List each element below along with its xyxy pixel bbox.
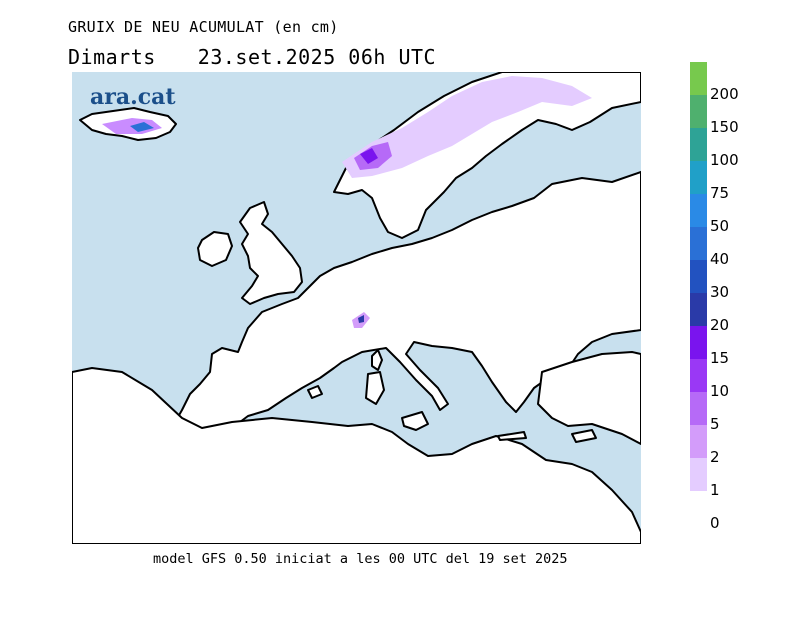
snow-norway (342, 76, 592, 178)
snow-alps-core (358, 315, 364, 323)
brand-logo: ara.cat (90, 84, 176, 110)
sicily (401, 411, 429, 431)
legend-swatch (690, 458, 707, 491)
color-legend (690, 62, 707, 491)
forecast-time: Dimarts 23.set.2025 06h UTC (68, 45, 436, 69)
chart-title: GRUIX DE NEU ACUMULAT (en cm) (68, 18, 339, 36)
great-britain (239, 201, 303, 305)
day-label: Dimarts (68, 45, 156, 69)
legend-swatch (690, 326, 707, 359)
legend-swatch (690, 227, 707, 260)
snow-depth-map (72, 72, 641, 544)
legend-label: 1 (710, 481, 720, 499)
legend-label: 50 (710, 217, 730, 235)
legend-label: 15 (710, 349, 730, 367)
corsica (371, 349, 383, 371)
snow-cover (102, 76, 592, 328)
legend-label: 5 (710, 415, 720, 433)
legend-swatch (690, 161, 707, 194)
legend-label: 150 (710, 118, 739, 136)
sardinia (365, 371, 385, 405)
balearic-islands (307, 385, 323, 399)
legend-swatch (690, 260, 707, 293)
legend-label: 2 (710, 448, 720, 466)
legend-swatch (690, 425, 707, 458)
ireland (197, 231, 233, 267)
snow-norway-core (360, 148, 378, 164)
legend-label: 10 (710, 382, 730, 400)
crete (497, 431, 527, 441)
legend-label: 100 (710, 151, 739, 169)
legend-label: 200 (710, 85, 739, 103)
legend-swatch (690, 359, 707, 392)
legend-swatch (690, 62, 707, 95)
north-africa (72, 367, 641, 544)
legend-label: 20 (710, 316, 730, 334)
snow-iceland-core (130, 122, 154, 132)
legend-label: 0 (710, 514, 720, 532)
legend-swatch (690, 95, 707, 128)
scandinavia (333, 72, 641, 239)
cyprus (571, 429, 597, 443)
legend-swatch (690, 128, 707, 161)
legend-swatch (690, 293, 707, 326)
legend-label: 30 (710, 283, 730, 301)
legend-label: 40 (710, 250, 730, 268)
model-footer: model GFS 0.50 iniciat a les 00 UTC del … (153, 551, 568, 567)
land-masses (72, 72, 641, 544)
legend-label: 75 (710, 184, 730, 202)
legend-swatch (690, 194, 707, 227)
legend-swatch (690, 392, 707, 425)
datetime-label: 23.set.2025 06h UTC (197, 45, 437, 69)
anatolia (537, 351, 641, 445)
